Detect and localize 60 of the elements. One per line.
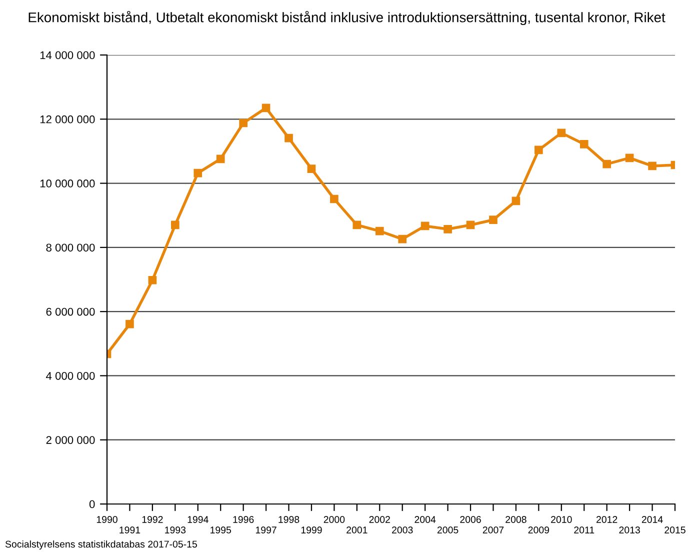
x-tick-label: 1998 <box>278 516 300 523</box>
point <box>330 194 338 204</box>
x-tick-label: 2002 <box>369 516 390 523</box>
y-tick-label: 0 <box>89 500 95 508</box>
x-tick-label: 1995 <box>210 526 232 534</box>
x-tick-label: 2011 <box>574 526 594 534</box>
text: Socialstyrelsens statistikdatabas 2017-05-15 <box>5 540 197 550</box>
y-tick-label: 10 000 000 <box>40 180 95 188</box>
y-tick-label: 6 000 000 <box>46 308 95 316</box>
x-tick-label: 1991 <box>120 526 140 534</box>
point <box>284 134 293 142</box>
point <box>148 276 157 284</box>
y-tick-label: 14 000 000 <box>40 51 95 60</box>
x-tick-label: 2003 <box>392 526 413 534</box>
point <box>126 320 134 328</box>
point <box>489 216 498 224</box>
point <box>580 140 588 148</box>
point <box>648 162 656 170</box>
x-tick-label: 2014 <box>642 516 663 523</box>
x-tick-label: 1990 <box>96 516 118 523</box>
x-tick-label: 1992 <box>142 516 163 523</box>
x-tick-label: 1996 <box>233 516 254 523</box>
y-tick-label: 2 000 000 <box>46 436 95 444</box>
point <box>216 154 225 164</box>
point <box>625 154 634 162</box>
point <box>262 104 270 112</box>
x-tick-label: 1999 <box>301 526 322 534</box>
x-tick-label: 2013 <box>619 526 640 534</box>
point <box>352 220 362 230</box>
x-tick-label: 1993 <box>165 526 186 534</box>
x-tick-label: 1994 <box>188 516 208 523</box>
x-tick-label: 2009 <box>528 526 550 534</box>
x-tick-label: 1997 <box>256 526 276 534</box>
point <box>444 224 452 234</box>
point <box>466 220 475 230</box>
x-tick-label: 2006 <box>460 516 481 523</box>
y-tick-label: 12 000 000 <box>40 115 95 124</box>
x-tick-label: 2007 <box>482 526 504 534</box>
chart-title: Ekonomiskt bistånd, Utbetalt ekonomiskt bistånd inklusive introduktionsersättning, tusental kronor, Riket <box>28 10 666 26</box>
point <box>194 168 202 178</box>
point <box>398 234 407 244</box>
point <box>170 220 180 230</box>
x-tick-label: 2001 <box>346 526 368 534</box>
y-tick-label: 8 000 000 <box>46 244 95 252</box>
x-tick-label: 2005 <box>437 526 458 534</box>
y-tick-label: 4 000 000 <box>46 372 95 380</box>
point <box>239 118 248 128</box>
x-tick-label: 2004 <box>414 516 436 523</box>
x-tick-label: 2012 <box>596 516 618 523</box>
point <box>420 222 430 230</box>
x-tick-label: 2000 <box>324 516 345 523</box>
point <box>534 146 543 154</box>
point <box>557 128 566 138</box>
point <box>307 164 316 174</box>
point <box>602 160 612 168</box>
point <box>512 196 520 206</box>
x-tick-label: 2015 <box>664 526 686 534</box>
x-tick-label: 2008 <box>506 516 526 523</box>
point <box>375 226 384 236</box>
x-tick-label: 2010 <box>551 516 572 523</box>
